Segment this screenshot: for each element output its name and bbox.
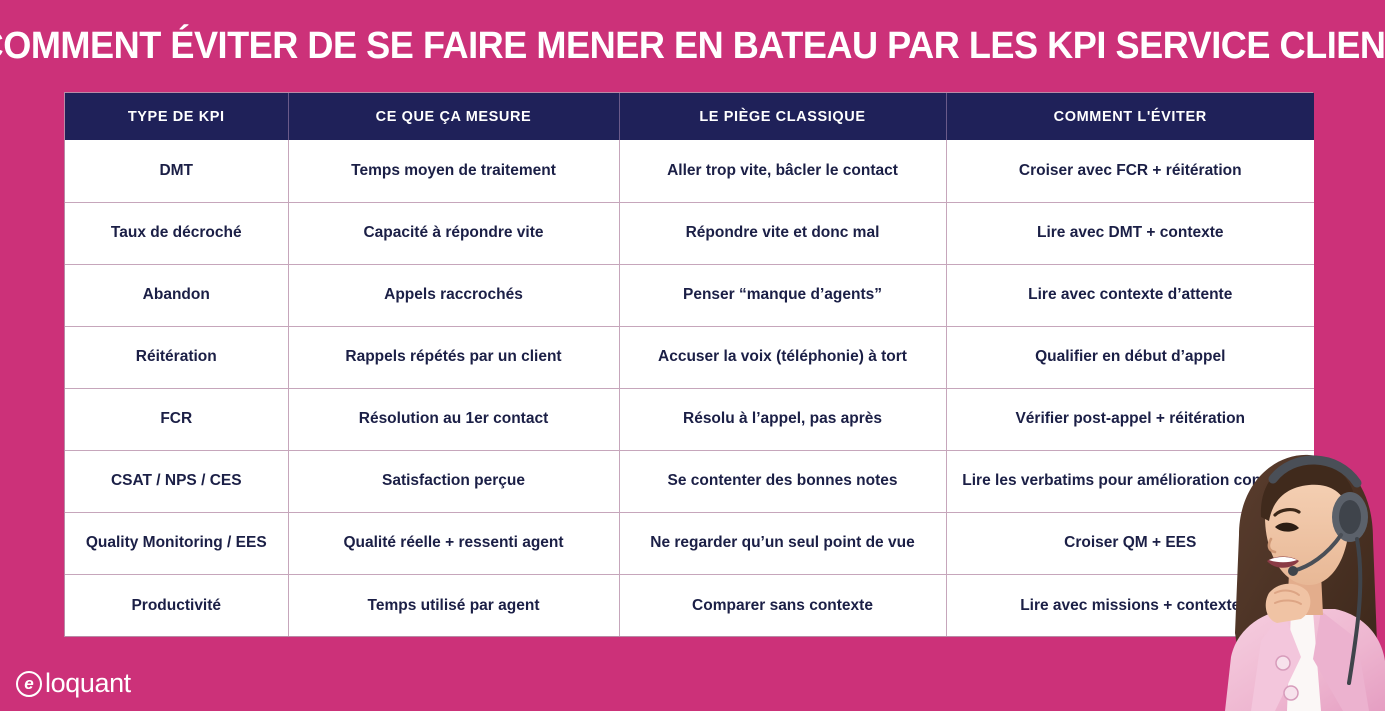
cell-eviter: Qualifier en début d’appel (946, 325, 1314, 388)
cell-eviter: Croiser QM + EES (946, 511, 1314, 574)
cell-eviter: Lire avec DMT + contexte (946, 201, 1314, 264)
table-row: Quality Monitoring / EES Qualité réelle … (65, 511, 1314, 574)
cell-kpi: DMT (65, 140, 289, 202)
column-header-le-piege-classique: LE PIÈGE CLASSIQUE (619, 93, 947, 140)
cell-piege: Aller trop vite, bâcler le contact (619, 140, 947, 202)
cell-mesure: Capacité à répondre vite (288, 201, 620, 264)
cell-mesure: Temps moyen de traitement (288, 140, 620, 202)
cell-kpi: Quality Monitoring / EES (65, 511, 289, 574)
cell-eviter: Lire avec missions + contexte (946, 573, 1314, 636)
title-bar: COMMENT ÉVITER DE SE FAIRE MENER EN BATE… (0, 0, 1385, 92)
cell-kpi: Productivité (65, 573, 289, 636)
table-row: Réitération Rappels répétés par un clien… (65, 325, 1314, 388)
column-header-ce-que-ca-mesure: CE QUE ÇA MESURE (288, 93, 620, 140)
cell-piege: Se contenter des bonnes notes (619, 449, 947, 512)
table-row: Taux de décroché Capacité à répondre vit… (65, 201, 1314, 264)
table-row: Abandon Appels raccrochés Penser “manque… (65, 263, 1314, 326)
cell-mesure: Qualité réelle + ressenti agent (288, 511, 620, 574)
cell-eviter: Croiser avec FCR + réitération (946, 140, 1314, 202)
table-row: CSAT / NPS / CES Satisfaction perçue Se … (65, 449, 1314, 512)
cell-eviter: Lire les verbatims pour amélioration con… (946, 449, 1314, 512)
cell-mesure: Satisfaction perçue (288, 449, 620, 512)
cell-piege: Comparer sans contexte (619, 573, 947, 636)
cell-kpi: Abandon (65, 263, 289, 326)
table-header-row: TYPE DE KPI CE QUE ÇA MESURE LE PIÈGE CL… (65, 93, 1314, 140)
table-body: DMT Temps moyen de traitement Aller trop… (65, 140, 1314, 636)
cell-mesure: Temps utilisé par agent (288, 573, 620, 636)
cell-eviter: Vérifier post-appel + réitération (946, 387, 1314, 450)
table-row: DMT Temps moyen de traitement Aller trop… (65, 140, 1314, 202)
cell-kpi: Taux de décroché (65, 201, 289, 264)
cell-piege: Penser “manque d’agents” (619, 263, 947, 326)
eloquant-logo-mark-icon: e (16, 670, 42, 697)
table-header: TYPE DE KPI CE QUE ÇA MESURE LE PIÈGE CL… (65, 93, 1314, 140)
cell-kpi: FCR (65, 387, 289, 450)
cell-mesure: Rappels répétés par un client (288, 325, 620, 388)
cell-piege: Résolu à l’appel, pas après (619, 387, 947, 450)
cell-piege: Accuser la voix (téléphonie) à tort (619, 325, 947, 388)
kpi-table: TYPE DE KPI CE QUE ÇA MESURE LE PIÈGE CL… (65, 93, 1314, 636)
cell-eviter: Lire avec contexte d’attente (946, 263, 1314, 326)
cell-piege: Répondre vite et donc mal (619, 201, 947, 264)
cell-kpi: CSAT / NPS / CES (65, 449, 289, 512)
eloquant-logo: e loquant (16, 670, 131, 697)
table-row: FCR Résolution au 1er contact Résolu à l… (65, 387, 1314, 450)
page-title: COMMENT ÉVITER DE SE FAIRE MENER EN BATE… (0, 25, 1385, 67)
kpi-table-container: TYPE DE KPI CE QUE ÇA MESURE LE PIÈGE CL… (64, 92, 1314, 637)
column-header-type-de-kpi: TYPE DE KPI (65, 93, 289, 140)
cell-kpi: Réitération (65, 325, 289, 388)
eloquant-logo-wordmark: loquant (45, 668, 131, 698)
column-header-comment-l-eviter: COMMENT L'ÉVITER (946, 93, 1314, 140)
cell-mesure: Appels raccrochés (288, 263, 620, 326)
cell-piege: Ne regarder qu’un seul point de vue (619, 511, 947, 574)
table-row: Productivité Temps utilisé par agent Com… (65, 573, 1314, 636)
cell-mesure: Résolution au 1er contact (288, 387, 620, 450)
